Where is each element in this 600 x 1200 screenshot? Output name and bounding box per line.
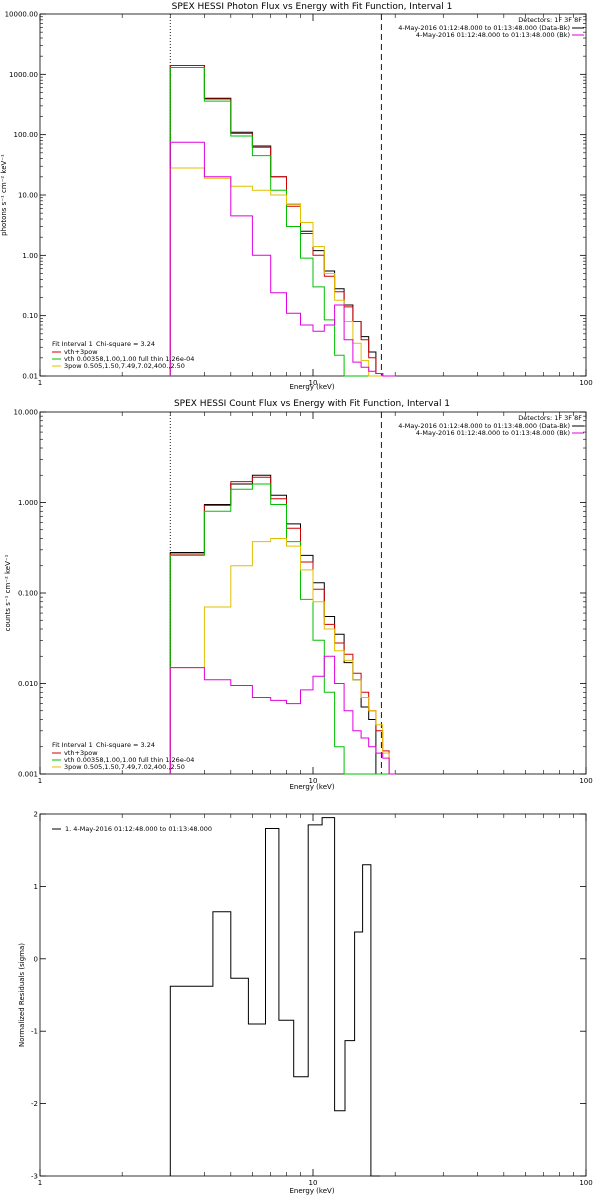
panel2-xlabel: Energy (keV) xyxy=(289,783,334,791)
panel2-fit-range-lines xyxy=(169,412,382,774)
panel1-legend-left: Fit Interval 1 Chi-square = 3.24 vth+3po… xyxy=(52,340,194,370)
series-line xyxy=(169,141,396,377)
y-tick-label: 1.00 xyxy=(22,252,38,260)
y-tick-label: 10000.00 xyxy=(5,11,38,19)
panel2-detectors-label: Detectors: 1F 3F 8F xyxy=(518,414,582,422)
y-tick-label: 1.000 xyxy=(18,499,38,507)
series-line xyxy=(169,655,396,775)
panel1-legend-total: vth+3pow xyxy=(64,348,98,356)
y-tick-label: 1000.00 xyxy=(9,71,38,79)
panel3-ylabel: Normalized Residuals (sigma) xyxy=(18,943,26,1047)
panel-residuals: Energy (keV) Normalized Residuals (sigma… xyxy=(18,811,593,1196)
panel1-frame xyxy=(39,13,587,377)
y-tick-label: 100.00 xyxy=(14,131,39,139)
panel3-legend: 1. 4-May-2016 01:12:48.000 to 01:13:48.0… xyxy=(52,825,212,833)
y-tick-label: 0.10 xyxy=(22,312,38,320)
panel2-fit-interval: Fit Interval 1 xyxy=(52,741,93,749)
panel2-legend-data-bk: 4-May-2016 01:12:48.000 to 01:13:48.000 … xyxy=(398,422,570,430)
panel2-legend-left: Fit Interval 1 Chi-square = 3.24 vth+3po… xyxy=(52,741,194,771)
panel1-x-ticks: 1 10 100 xyxy=(38,14,593,387)
y-tick-label: 2 xyxy=(34,811,38,819)
y-tick-label: 0 xyxy=(34,955,38,963)
y-tick-label: 10.00 xyxy=(18,192,38,200)
x-tick-label: 1 xyxy=(38,1179,42,1187)
panel2-legend-bk: 4-May-2016 01:12:48.000 to 01:13:48.000 … xyxy=(416,429,570,437)
y-tick-label: 0.100 xyxy=(18,590,38,598)
panel3-xlabel: Energy (keV) xyxy=(289,1187,334,1195)
series-line xyxy=(169,167,396,377)
panel2-x-ticks: 1 10 100 xyxy=(38,412,593,785)
y-tick-label: 1 xyxy=(34,883,38,891)
panel1-legend-vth: vth 0.00358,1.00,1.00 full thin 1.26e-04 xyxy=(64,355,194,363)
x-tick-label: 100 xyxy=(579,1179,592,1187)
x-tick-label: 1 xyxy=(38,379,42,387)
series-line xyxy=(169,474,396,775)
y-tick-label: 10.000 xyxy=(14,409,39,417)
panel3-frame xyxy=(39,813,587,1177)
panel3-series xyxy=(169,817,380,1177)
panel2-legend-vth: vth 0.00358,1.00,1.00 full thin 1.26e-04 xyxy=(64,756,194,764)
y-tick-label: 0.01 xyxy=(22,373,38,381)
y-tick-label: 0.010 xyxy=(18,680,38,688)
x-tick-label: 10 xyxy=(309,777,318,785)
panel2-ylabel: counts s⁻¹ cm⁻² keV⁻¹ xyxy=(4,554,12,631)
panel1-chi-square: Chi-square = 3.24 xyxy=(96,340,155,348)
panel2-series xyxy=(169,474,396,775)
panel-count-flux: SPEX HESSI Count Flux vs Energy with Fit… xyxy=(4,399,593,791)
panel1-xlabel: Energy (keV) xyxy=(289,383,334,391)
series-line xyxy=(169,67,396,377)
y-tick-label: -1 xyxy=(31,1028,38,1036)
panel1-legend-3pow: 3pow 0.505,1.50,7.49,7.02,400.,2.50 xyxy=(64,362,185,370)
panel2-legend-right: Detectors: 1F 3F 8F 4-May-2016 01:12:48.… xyxy=(398,414,584,437)
x-tick-label: 1 xyxy=(38,777,42,785)
panel1-legend-right: Detectors: 1F 3F 8F 4-May-2016 01:12:48.… xyxy=(398,16,584,39)
y-tick-label: -2 xyxy=(31,1100,38,1108)
panel3-y-ticks: -3 -2 -1 0 1 2 xyxy=(31,811,586,1181)
panel-photon-flux: SPEX HESSI Photon Flux vs Energy with Fi… xyxy=(0,2,593,391)
series-line xyxy=(169,65,396,377)
x-tick-label: 10 xyxy=(309,379,318,387)
series-line xyxy=(169,538,396,775)
y-tick-label: -3 xyxy=(31,1173,38,1181)
panel1-detectors-label: Detectors: 1F 3F 8F xyxy=(518,16,582,24)
x-tick-label: 100 xyxy=(579,379,592,387)
x-tick-label: 10 xyxy=(309,1179,318,1187)
panel1-legend-bk: 4-May-2016 01:12:48.000 to 01:13:48.000 … xyxy=(416,31,570,39)
panel3-x-ticks: 1 10 100 xyxy=(38,814,593,1187)
panel1-series xyxy=(169,65,396,377)
series-line xyxy=(169,817,380,1177)
panel2-title: SPEX HESSI Count Flux vs Energy with Fit… xyxy=(174,399,450,409)
panel3-legend-label: 1. 4-May-2016 01:12:48.000 to 01:13:48.0… xyxy=(65,825,212,833)
y-tick-label: 0.001 xyxy=(18,771,38,779)
panel2-legend-total: vth+3pow xyxy=(64,749,98,757)
panel2-legend-3pow: 3pow 0.505,1.50,7.49,7.02,400.,2.50 xyxy=(64,763,185,771)
x-tick-label: 100 xyxy=(579,777,592,785)
panel1-title: SPEX HESSI Photon Flux vs Energy with Fi… xyxy=(172,2,453,12)
panel1-ylabel: photons s⁻¹ cm⁻² keV⁻¹ xyxy=(0,154,8,236)
panel1-legend-data-bk: 4-May-2016 01:12:48.000 to 01:13:48.000 … xyxy=(398,24,570,32)
panel1-fit-interval: Fit Interval 1 xyxy=(52,340,93,348)
panel1-y-ticks: 0.01 0.10 1.00 10.00 100.00 1000.00 10000.00 xyxy=(5,11,586,381)
panel2-chi-square: Chi-square = 3.24 xyxy=(96,741,155,749)
panel2-y-ticks: 0.001 0.010 0.100 1.000 10.000 xyxy=(14,409,586,779)
